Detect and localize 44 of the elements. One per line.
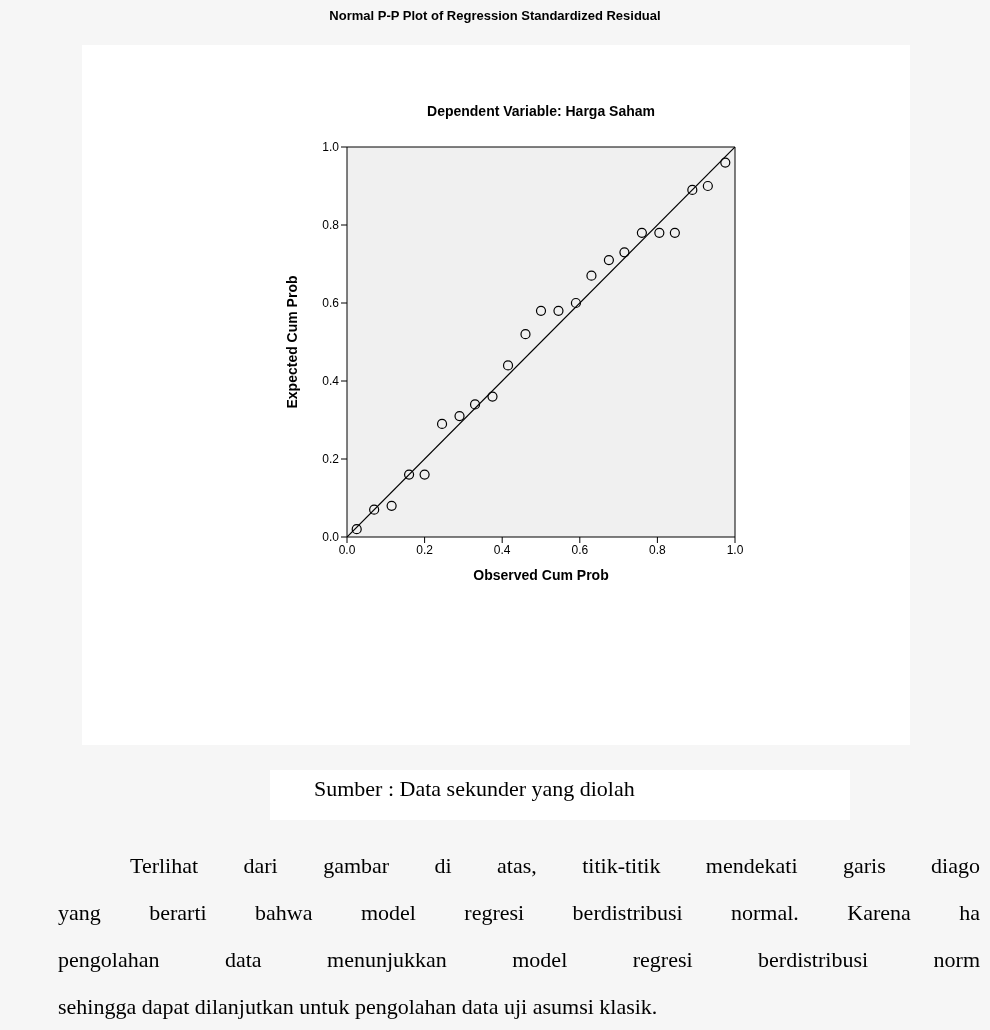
point [502,360,514,371]
point [654,227,665,238]
text: sehingga dapat dilanjutkan untuk pengolahan data uji asumsi klasik. [58,993,659,1021]
y-tick-label: 0.2 [322,452,340,467]
point [553,305,564,316]
point [570,297,582,309]
point [419,469,430,480]
point [636,227,647,238]
point [487,391,498,402]
x-tick-label: 0.6 [571,542,589,557]
point [586,270,597,281]
x-axis-title: Observed Cum Prob [473,567,609,583]
point [386,500,397,511]
point [369,504,380,515]
x-tick-label: 0.8 [649,542,667,557]
point [535,305,547,316]
text: yang berarti bahwa model regresi berdistribusi normal. Karena ha [58,899,980,927]
point [520,329,531,340]
chart-subtitle: Dependent Variable: Harga Saham [427,103,655,119]
text: Terlihat dari gambar di atas, titik-titik mendekati garis diago [130,852,980,880]
point [403,469,415,480]
point [436,418,448,429]
y-tick-label: 0.6 [322,296,340,311]
text: pengolahan data menunjukkan model regresi berdistribusi norm [58,946,980,974]
point [720,157,731,168]
point [351,524,362,535]
y-axis-title: Expected Cum Prob [283,275,300,409]
point [619,247,630,258]
y-tick-label: 0.8 [322,218,340,233]
x-tick-label: 0.2 [416,542,434,557]
x-tick-label: 0.0 [338,542,356,557]
y-tick-label: 0.4 [322,374,340,389]
point [454,411,465,422]
x-tick-label: 1.0 [726,542,744,557]
point [702,180,713,192]
point [469,399,481,410]
chart-title: Normal P-P Plot of Regression Standardized Residual [328,8,662,23]
y-tick-label: 0.0 [322,530,340,545]
text: Sumber : Data sekunder yang diolah [270,770,850,820]
y-tick-label: 1.0 [322,140,340,155]
point [669,227,680,238]
x-tick-label: 0.4 [493,542,511,557]
point [603,255,614,266]
point [687,184,698,195]
